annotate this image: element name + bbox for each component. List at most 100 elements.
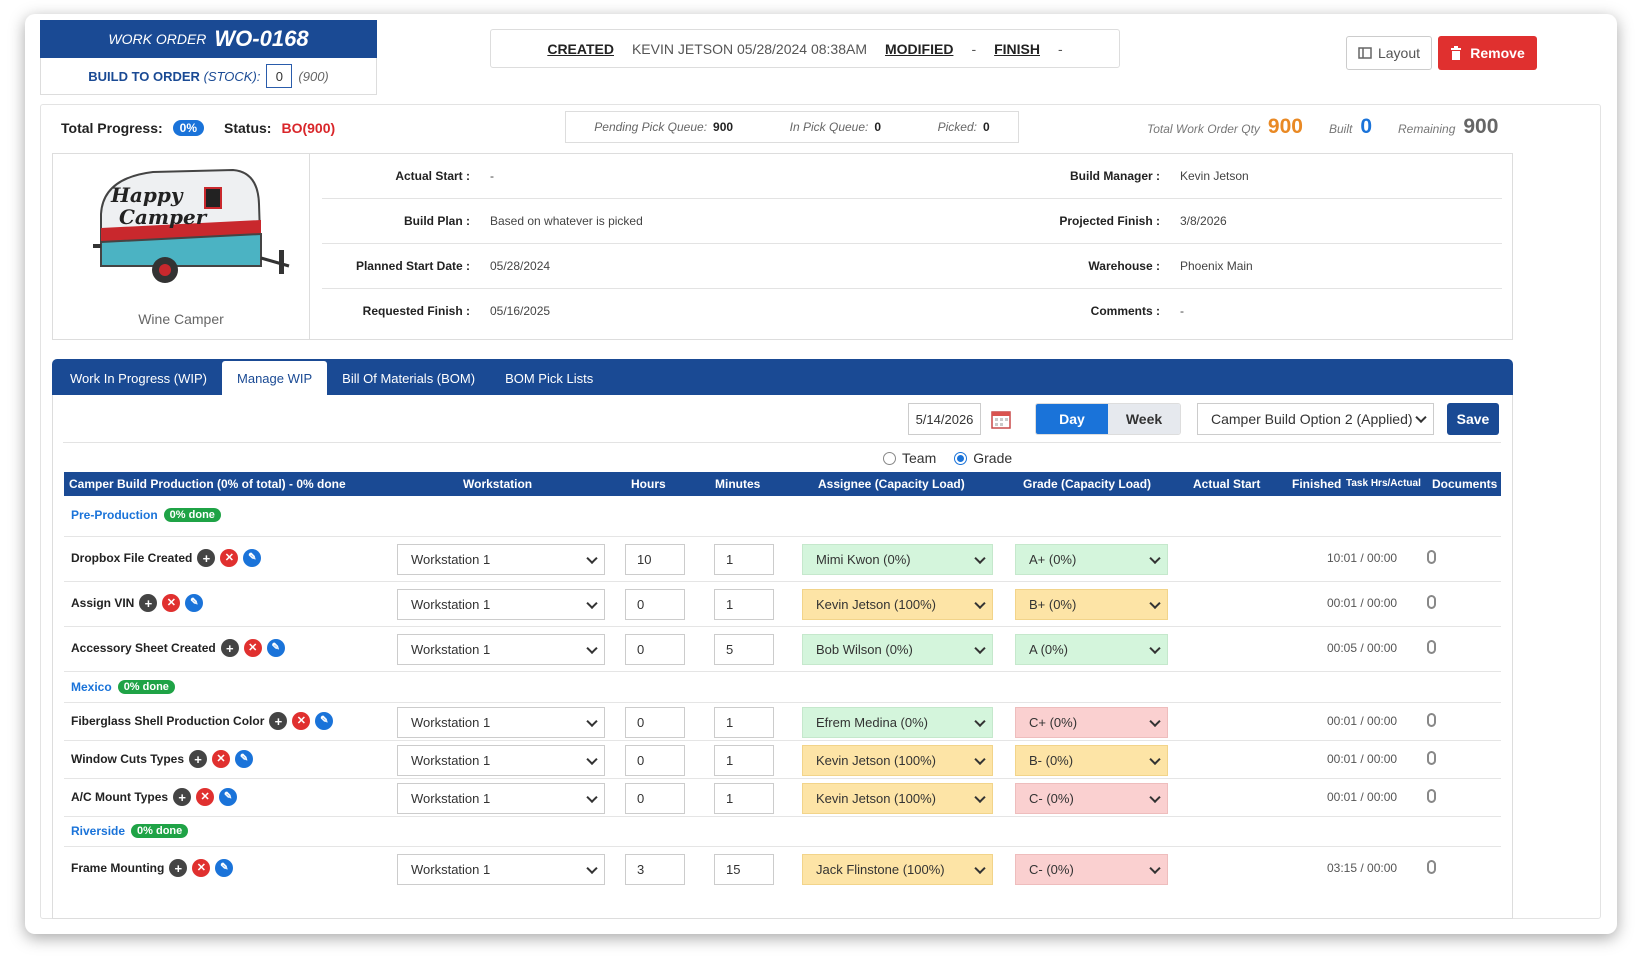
tab-bom[interactable]: Bill Of Materials (BOM) <box>342 370 476 386</box>
grade-select[interactable]: C- (0%) <box>1015 783 1168 814</box>
build-plan-value: Based on whatever is picked <box>490 214 643 228</box>
minutes-input[interactable]: 1 <box>714 544 774 575</box>
minutes-input[interactable]: 1 <box>714 783 774 814</box>
col-minutes: Minutes <box>715 477 761 491</box>
edit-icon[interactable]: ✎ <box>235 750 254 768</box>
minutes-input[interactable]: 1 <box>714 745 774 776</box>
day-button[interactable]: Day <box>1036 404 1108 434</box>
minutes-input[interactable]: 1 <box>714 707 774 738</box>
group-name[interactable]: Pre-Production <box>71 508 158 522</box>
delete-icon[interactable]: ✕ <box>220 549 239 567</box>
assignee-select[interactable]: Kevin Jetson (100%) <box>802 745 993 776</box>
grade-select[interactable]: A+ (0%) <box>1015 544 1168 575</box>
tab-wip[interactable]: Work In Progress (WIP) <box>70 370 208 386</box>
group-name[interactable]: Mexico <box>71 680 112 694</box>
add-icon[interactable]: + <box>139 594 158 612</box>
grade-value: A (0%) <box>1029 642 1069 657</box>
minutes-input[interactable]: 15 <box>714 854 774 885</box>
layout-button[interactable]: Layout <box>1346 36 1432 70</box>
save-button[interactable]: Save <box>1447 403 1499 435</box>
delete-icon[interactable]: ✕ <box>192 859 211 877</box>
edit-icon[interactable]: ✎ <box>185 594 204 612</box>
comments-label: Comments : <box>1090 304 1160 318</box>
group-header: Riverside 0% done <box>71 824 189 838</box>
hours-input[interactable]: 3 <box>625 854 685 885</box>
workstation-value: Workstation 1 <box>411 552 491 567</box>
edit-icon[interactable]: ✎ <box>243 549 262 567</box>
grade-select[interactable]: C- (0%) <box>1015 854 1168 885</box>
paperclip-icon[interactable] <box>1427 550 1436 564</box>
remove-button[interactable]: Remove <box>1438 36 1537 70</box>
chevron-down-icon <box>974 791 986 803</box>
hours-input[interactable]: 0 <box>625 707 685 738</box>
paperclip-icon[interactable] <box>1427 751 1436 765</box>
hours-input[interactable]: 10 <box>625 544 685 575</box>
grade-radio[interactable]: Grade <box>954 450 1012 466</box>
warehouse-value: Phoenix Main <box>1180 259 1253 273</box>
assignee-select[interactable]: Bob Wilson (0%) <box>802 634 993 665</box>
table-header: Camper Build Production (0% of total) - … <box>64 472 1501 496</box>
logo-line-1: Happy <box>110 183 184 207</box>
date-input[interactable]: 5/14/2026 <box>908 403 981 435</box>
hours-input[interactable]: 0 <box>625 634 685 665</box>
stock-input[interactable]: 0 <box>266 64 293 88</box>
edit-icon[interactable]: ✎ <box>266 639 285 657</box>
assignee-select[interactable]: Efrem Medina (0%) <box>802 707 993 738</box>
paperclip-icon[interactable] <box>1427 640 1436 654</box>
paperclip-icon[interactable] <box>1427 713 1436 727</box>
minutes-input[interactable]: 5 <box>714 634 774 665</box>
tab-manage-wip[interactable]: Manage WIP <box>222 361 328 395</box>
chevron-down-icon <box>586 642 598 654</box>
camper-illustration: Happy Camper <box>93 168 290 283</box>
add-icon[interactable]: + <box>169 859 188 877</box>
workstation-select[interactable]: Workstation 1 <box>397 745 605 776</box>
assignee-select[interactable]: Kevin Jetson (100%) <box>802 783 993 814</box>
add-icon[interactable]: + <box>197 549 216 567</box>
grade-select[interactable]: B+ (0%) <box>1015 589 1168 620</box>
layout-label: Layout <box>1377 45 1421 61</box>
week-button[interactable]: Week <box>1108 404 1180 434</box>
workstation-select[interactable]: Workstation 1 <box>397 589 605 620</box>
edit-icon[interactable]: ✎ <box>219 788 238 806</box>
minutes-input[interactable]: 1 <box>714 589 774 620</box>
team-grade-radio-group: Team Grade <box>883 450 1012 466</box>
table-row: Accessory Sheet Created + ✕ ✎ Workstation 1… <box>64 627 1501 672</box>
grade-select[interactable]: C+ (0%) <box>1015 707 1168 738</box>
delete-icon[interactable]: ✕ <box>212 750 231 768</box>
calendar-icon[interactable] <box>990 408 1012 430</box>
trash-icon <box>1451 46 1462 60</box>
hours-input[interactable]: 0 <box>625 589 685 620</box>
workstation-select[interactable]: Workstation 1 <box>397 707 605 738</box>
delete-icon[interactable]: ✕ <box>162 594 181 612</box>
team-radio[interactable]: Team <box>883 450 936 466</box>
edit-icon[interactable]: ✎ <box>315 712 334 730</box>
chevron-down-icon <box>1149 552 1161 564</box>
paperclip-icon[interactable] <box>1427 595 1436 609</box>
hours-input[interactable]: 0 <box>625 745 685 776</box>
manage-wip-panel <box>52 395 1513 919</box>
workstation-select[interactable]: Workstation 1 <box>397 634 605 665</box>
product-name: Wine Camper <box>138 311 224 327</box>
add-icon[interactable]: + <box>189 750 208 768</box>
tab-bom-pick-lists[interactable]: BOM Pick Lists <box>505 370 594 386</box>
edit-icon[interactable]: ✎ <box>215 859 234 877</box>
hours-input[interactable]: 0 <box>625 783 685 814</box>
group-name[interactable]: Riverside <box>71 824 126 838</box>
assignee-select[interactable]: Mimi Kwon (0%) <box>802 544 993 575</box>
build-option-select[interactable]: Camper Build Option 2 (Applied) <box>1197 403 1434 435</box>
assignee-select[interactable]: Kevin Jetson (100%) <box>802 589 993 620</box>
add-icon[interactable]: + <box>269 712 288 730</box>
assignee-select[interactable]: Jack Flinstone (100%) <box>802 854 993 885</box>
grade-select[interactable]: A (0%) <box>1015 634 1168 665</box>
workstation-select[interactable]: Workstation 1 <box>397 544 605 575</box>
grade-select[interactable]: B- (0%) <box>1015 745 1168 776</box>
delete-icon[interactable]: ✕ <box>292 712 311 730</box>
workstation-select[interactable]: Workstation 1 <box>397 783 605 814</box>
add-icon[interactable]: + <box>173 788 192 806</box>
paperclip-icon[interactable] <box>1427 789 1436 803</box>
add-icon[interactable]: + <box>220 639 239 657</box>
delete-icon[interactable]: ✕ <box>196 788 215 806</box>
delete-icon[interactable]: ✕ <box>243 639 262 657</box>
paperclip-icon[interactable] <box>1427 860 1436 874</box>
workstation-select[interactable]: Workstation 1 <box>397 854 605 885</box>
